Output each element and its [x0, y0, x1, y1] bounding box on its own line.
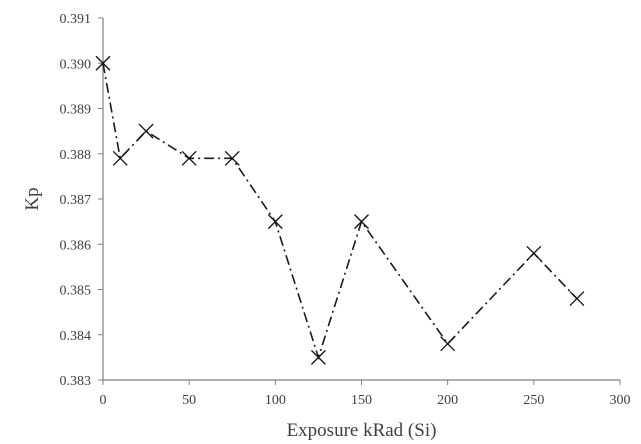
y-tick-label: 0.386: [60, 238, 92, 253]
data-point-marker: [354, 214, 369, 230]
x-axis-ticks: 0 50 100 150 200 250 300: [100, 380, 631, 408]
data-point-marker: [138, 123, 154, 139]
y-tick-label: 0.389: [60, 103, 92, 118]
data-point-marker: [310, 349, 326, 365]
data-point-marker: [95, 55, 111, 71]
y-tick-label: 0.384: [60, 329, 92, 344]
y-tick-label: 0.385: [60, 284, 92, 299]
y-tick-label: 0.391: [60, 12, 92, 27]
x-tick-label: 150: [351, 393, 372, 408]
data-point-marker: [224, 150, 240, 166]
y-tick-label: 0.383: [60, 374, 92, 389]
series-line: [102, 63, 578, 361]
x-tick-label: 100: [265, 393, 286, 408]
data-point-marker: [181, 150, 197, 166]
data-point-marker: [526, 245, 542, 261]
y-axis-title: Kp: [22, 187, 43, 210]
x-axis-title: Exposure kRad (Si): [287, 420, 437, 441]
data-point-marker: [569, 291, 585, 307]
y-tick-label: 0.390: [60, 57, 92, 72]
data-point-markers: [95, 55, 585, 365]
x-tick-label: 0: [100, 393, 107, 408]
y-axis-ticks: 0.383 0.384 0.385 0.386 0.387 0.388 0.389 0.390…: [60, 12, 103, 389]
y-tick-label: 0.388: [60, 148, 92, 163]
data-point-marker: [267, 214, 283, 230]
data-point-marker: [112, 150, 128, 166]
x-tick-label: 300: [610, 393, 631, 408]
x-tick-label: 200: [437, 393, 458, 408]
data-point-marker: [440, 336, 456, 352]
x-tick-label: 50: [182, 393, 196, 408]
y-tick-label: 0.387: [60, 193, 92, 208]
x-tick-label: 250: [523, 393, 544, 408]
